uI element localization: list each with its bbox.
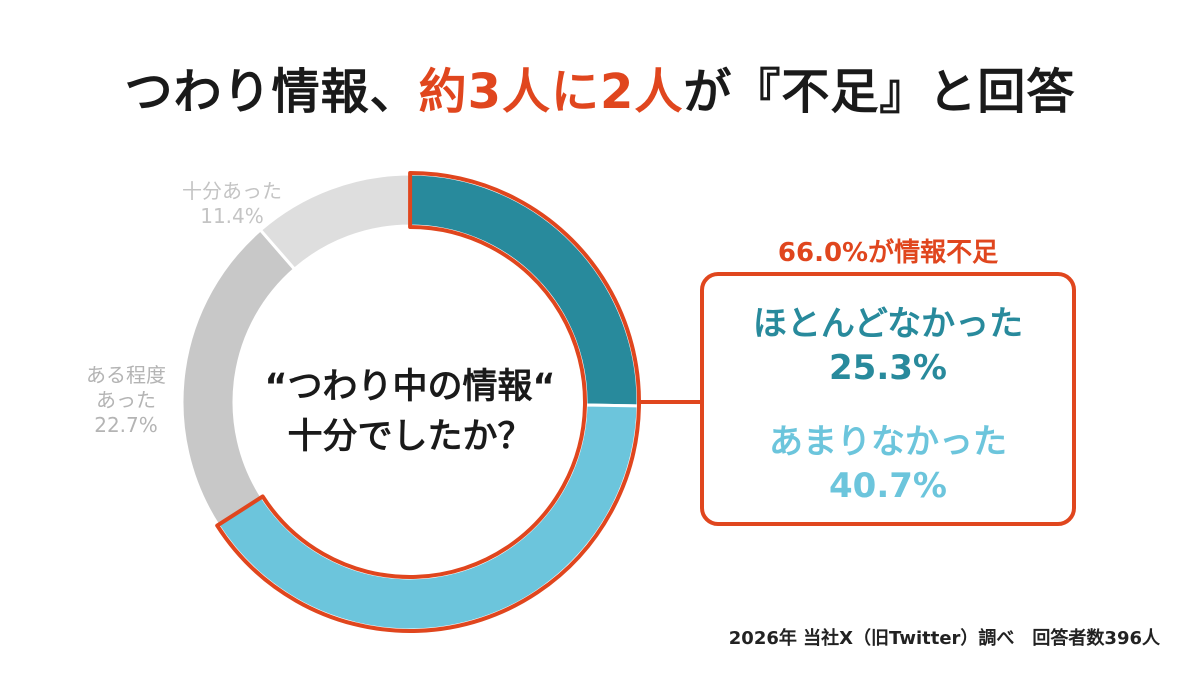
slice-labels: ある程度あった 22.7% 十分あった 11.4% xyxy=(86,179,282,437)
slice-label-3-line-1: ある程度 xyxy=(86,363,166,387)
slice-label-4-line-1: 十分あった xyxy=(182,179,282,203)
slice-label-3-line-3: 22.7% xyxy=(94,413,158,437)
source-note: 2026年 当社X（旧Twitter）調べ 回答者数396人 xyxy=(728,628,1160,649)
callout-item-2-value: 40.7% xyxy=(829,466,947,506)
center-text-line-2: 十分でしたか？ xyxy=(287,417,532,457)
slice-label-3-line-2: あった xyxy=(96,388,156,412)
slice-label-4-line-2: 11.4% xyxy=(200,204,264,228)
highlight-outline xyxy=(215,171,700,633)
callout-item-2-label: あまりなかった xyxy=(769,422,1007,462)
center-text-line-1: “つわり中の情報“ xyxy=(264,367,555,407)
callout-header: 66.0%が情報不足 xyxy=(777,238,999,268)
donut-slices xyxy=(180,172,640,632)
donut-slice-4 xyxy=(258,172,412,272)
slice-label-4: 十分あった 11.4% xyxy=(182,179,282,228)
callout-item-1-value: 25.3% xyxy=(829,348,947,388)
callout-item-2: あまりなかった 40.7% xyxy=(700,420,1076,508)
chart-title: つわり情報、約3人に2人が『不足』と回答 xyxy=(0,52,1200,122)
slice-label-3: ある程度あった 22.7% xyxy=(86,363,166,437)
title-accent: 約3人に2人 xyxy=(418,64,684,120)
callout-item-1-label: ほとんどなかった xyxy=(752,304,1024,344)
title-part-1: つわり情報、 xyxy=(124,64,419,120)
title-part-3: が『不足』と回答 xyxy=(683,64,1076,120)
highlight-arc-outline xyxy=(215,171,641,633)
callout-item-1: ほとんどなかった 25.3% xyxy=(700,302,1076,390)
callout-box xyxy=(700,272,1076,526)
